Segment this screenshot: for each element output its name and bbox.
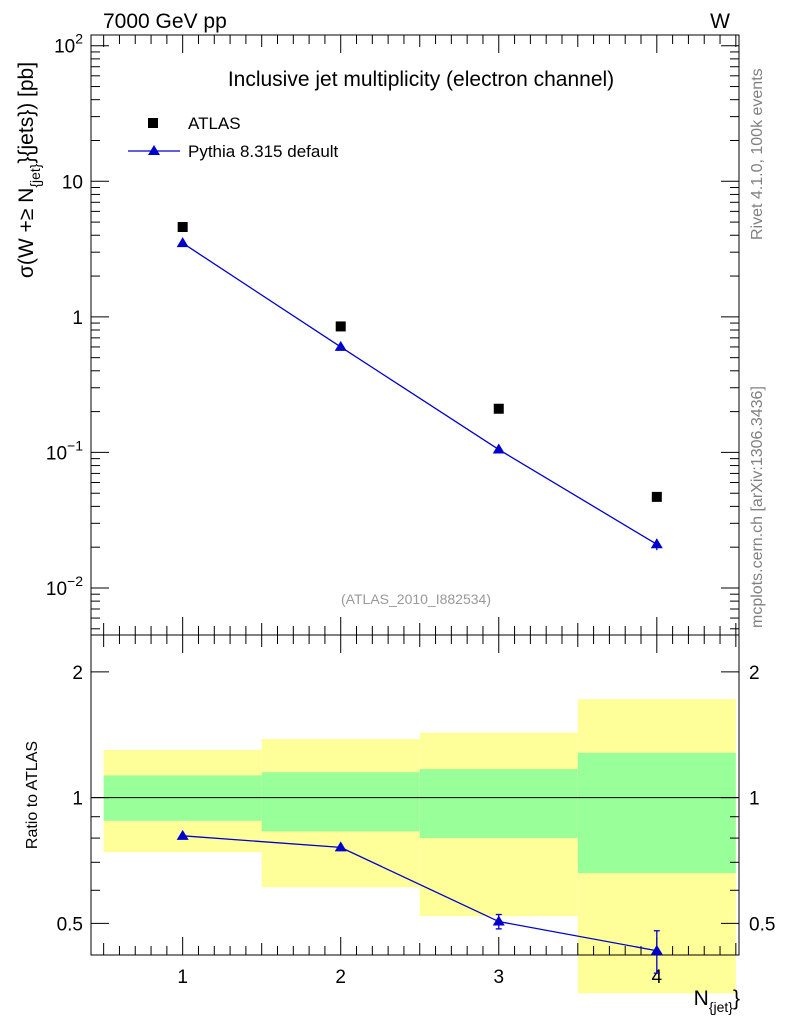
ratio-mc-point: [176, 829, 189, 840]
ratio-y-tick-label-right: 1: [749, 789, 760, 810]
x-tick-label: 2: [335, 967, 346, 988]
main-ticks: [91, 35, 739, 635]
mc-point: [334, 340, 347, 351]
ratio-data: [176, 829, 663, 974]
main-y-tick-label: 10−1: [46, 437, 83, 464]
main-y-tick-label: 10: [62, 172, 83, 193]
x-axis-label: N{jet}}: [694, 987, 740, 1015]
ratio-mc-point: [650, 944, 663, 955]
rivet-label: Rivet 4.1.0, 100k events: [749, 68, 766, 240]
main-y-tick-label: 1: [72, 308, 83, 329]
ratio-mc-line: [182, 835, 657, 952]
ratio-bands: [103, 699, 736, 994]
main-y-tick-labels: 102 10 1 10−1 10−2: [46, 31, 83, 600]
atlas-point: [335, 321, 346, 332]
ratio-band-inner: [577, 752, 736, 873]
ratio-y-tick-label: 2: [72, 663, 83, 684]
main-data: [176, 222, 663, 551]
analysis-tag: (ATLAS_2010_I882534): [341, 591, 491, 607]
ratio-ticks: [91, 635, 739, 955]
atlas-point: [493, 403, 504, 414]
legend-atlas-label: ATLAS: [188, 114, 241, 133]
ratio-mc-point: [492, 915, 505, 926]
main-y-axis-label: σ(W +≥ N{jet}}{jets}) [pb]: [15, 62, 43, 278]
header-left: 7000 GeV pp: [103, 10, 227, 33]
x-tick-label: 1: [177, 967, 188, 988]
ratio-y-axis-label: Ratio to ATLAS: [24, 741, 41, 849]
x-tick-label: 3: [493, 967, 504, 988]
main-panel: 102 10 1 10−1 10−2 Inclusive jet multiplicit…: [15, 31, 740, 636]
legend-atlas-marker: [148, 118, 158, 128]
header-right: W: [710, 10, 730, 33]
mcplots-label: mcplots.cern.ch [arXiv:1306.3436]: [749, 386, 766, 628]
ratio-band-inner: [261, 772, 420, 832]
legend: ATLAS Pythia 8.315 default: [128, 114, 339, 161]
ratio-frame: [90, 634, 740, 956]
ratio-band-inner: [103, 775, 262, 821]
mc-line: [182, 242, 658, 545]
ratio-panel: 0.5 0.5 1 1 2 2 1 2 3 4 Ratio to ATLAS N{jet}}: [24, 634, 776, 1015]
x-tick-label: 4: [652, 967, 663, 988]
ratio-mc-point: [334, 841, 347, 852]
atlas-point: [651, 491, 662, 502]
ratio-y-tick-label-right: 2: [749, 663, 760, 684]
mc-point: [176, 237, 189, 248]
mc-point: [492, 443, 505, 454]
main-y-tick-label: 102: [54, 31, 83, 58]
ratio-y-tick-label: 1: [72, 789, 83, 810]
x-tick-labels: 1 2 3 4: [177, 967, 662, 988]
ratio-band-inner: [419, 769, 578, 839]
main-title: Inclusive jet multiplicity (electron cha…: [228, 68, 614, 91]
legend-mc-marker: [148, 145, 160, 155]
ratio-y-tick-labels: 0.5 0.5 1 1 2 2: [57, 663, 776, 936]
ratio-y-tick-label: 0.5: [57, 914, 83, 935]
ratio-y-tick-label-right: 0.5: [749, 914, 775, 935]
legend-mc-label: Pythia 8.315 default: [188, 142, 339, 161]
mc-point: [650, 538, 663, 549]
main-y-tick-label: 10−2: [46, 573, 83, 600]
atlas-point: [177, 222, 188, 233]
